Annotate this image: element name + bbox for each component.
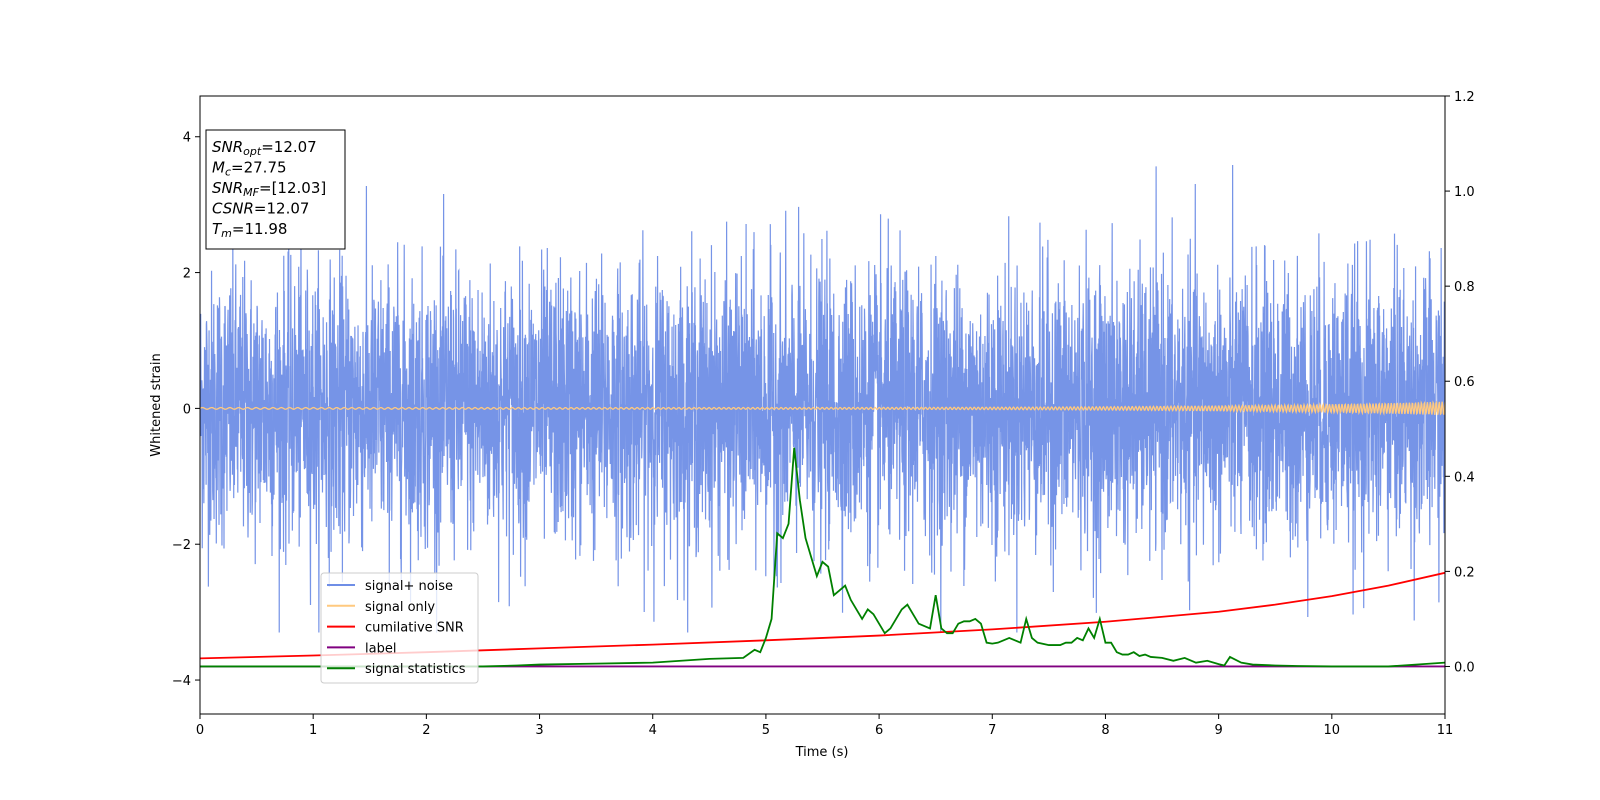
- legend-frame: [320, 572, 479, 684]
- plot-frame: [199, 95, 1446, 715]
- x-tick-label: 0: [196, 723, 204, 738]
- series-signal-noise-line: [200, 165, 1445, 633]
- series-signal-only-line: [200, 400, 1445, 416]
- annotation-line: Tm=11.98: [212, 220, 287, 240]
- x-tick-label: 2: [422, 723, 430, 738]
- x-tick-label: 6: [875, 723, 883, 738]
- legend-label: signal+ noise: [365, 579, 453, 594]
- x-tick-label: 3: [535, 723, 543, 738]
- annotation-line: CSNR=12.07: [212, 200, 309, 218]
- legend-label: signal only: [365, 600, 435, 615]
- x-tick-label: 10: [1324, 723, 1341, 738]
- y2-tick-label: 0.2: [1454, 565, 1475, 580]
- annotation-line: Mc=27.75: [212, 159, 287, 179]
- y-tick-label: −4: [172, 674, 191, 689]
- x-tick-label: 5: [762, 723, 770, 738]
- annotation-frame: [205, 129, 346, 250]
- y2-tick-label: 0.4: [1454, 470, 1475, 485]
- annotation-line: SNRopt=12.07: [212, 138, 317, 158]
- y-tick-label: 2: [183, 267, 191, 282]
- x-tick-label: 7: [988, 723, 996, 738]
- x-tick-label: 9: [1214, 723, 1222, 738]
- y-tick-label: 0: [183, 402, 191, 417]
- y-axis-title: Whitened strain: [149, 353, 164, 456]
- series-signal-statistics-line: [200, 447, 1445, 668]
- y2-tick-label: 0.8: [1454, 280, 1475, 295]
- stats-annotation-box: SNRopt=12.07Mc=27.75SNRMF=[12.03]CSNR=12…: [205, 129, 346, 250]
- x-tick-label: 8: [1101, 723, 1109, 738]
- annotation-line: SNRMF=[12.03]: [212, 179, 326, 199]
- legend: signal+ noise signal only cumilative SNR la…: [320, 572, 479, 684]
- x-tick-label: 4: [649, 723, 657, 738]
- legend-label: signal statistics: [365, 662, 466, 677]
- legend-label: label: [365, 641, 396, 656]
- legend-label: cumilative SNR: [365, 621, 464, 636]
- y-tick-label: −2: [172, 538, 191, 553]
- y-tick-label: 4: [183, 131, 191, 146]
- x-tick-label: 11: [1437, 723, 1454, 738]
- y2-tick-label: 1.0: [1454, 185, 1475, 200]
- y2-tick-label: 1.2: [1454, 90, 1475, 105]
- y2-tick-label: 0.6: [1454, 375, 1475, 390]
- x-axis-title: Time (s): [795, 745, 849, 760]
- x-tick-label: 1: [309, 723, 317, 738]
- y2-tick-label: 0.0: [1454, 660, 1475, 675]
